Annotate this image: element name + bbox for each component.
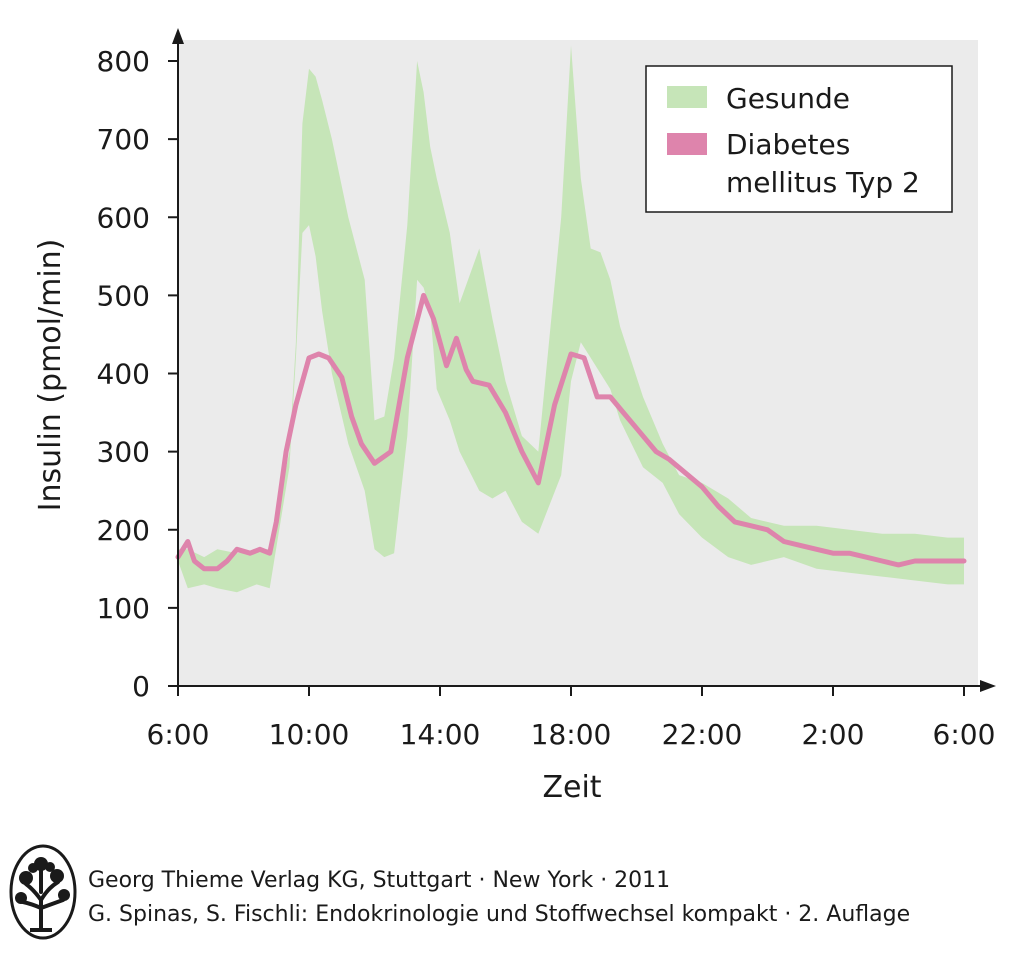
y-tick-label: 800 bbox=[97, 45, 150, 78]
legend-swatch-gesunde bbox=[667, 86, 707, 108]
y-tick-label: 0 bbox=[132, 670, 150, 703]
x-axis-arrow bbox=[980, 680, 996, 692]
y-tick-label: 600 bbox=[97, 201, 150, 234]
x-tick-label: 10:00 bbox=[269, 718, 350, 751]
legend-swatch-diabetes bbox=[667, 133, 707, 155]
y-tick-label: 200 bbox=[97, 514, 150, 547]
insulin-chart: 0 100 200 300 400 500 600 700 800 6:00 10:00 14:00 1… bbox=[33, 28, 996, 805]
x-tick-label: 6:00 bbox=[147, 718, 210, 751]
x-tick-label: 18:00 bbox=[531, 718, 612, 751]
x-tick-label: 22:00 bbox=[662, 718, 743, 751]
tree-logo-icon bbox=[9, 844, 77, 940]
credit-publisher-line: Georg Thieme Verlag KG, Stuttgart · New … bbox=[88, 868, 671, 893]
legend-label-gesunde: Gesunde bbox=[726, 82, 850, 115]
y-tick-label: 700 bbox=[97, 123, 150, 156]
x-axis-label: Zeit bbox=[542, 770, 601, 805]
x-tick-label: 14:00 bbox=[400, 718, 481, 751]
y-axis-arrow bbox=[172, 28, 184, 44]
publisher-credit: Georg Thieme Verlag KG, Stuttgart · New … bbox=[0, 838, 1024, 948]
credit-book-line: G. Spinas, S. Fischli: Endokrinologie un… bbox=[88, 902, 911, 927]
y-tick-label: 500 bbox=[97, 279, 150, 312]
y-axis-label: Insulin (pmol/min) bbox=[33, 239, 68, 512]
series-gesunde-band bbox=[178, 45, 964, 593]
series-diabetes-line bbox=[175, 292, 967, 572]
legend-label-diabetes: Diabetes mellitus Typ 2 bbox=[726, 128, 920, 199]
x-tick-label: 2:00 bbox=[802, 718, 865, 751]
y-tick-label: 100 bbox=[97, 592, 150, 625]
x-tick-label: 6:00 bbox=[933, 718, 996, 751]
y-tick-label: 300 bbox=[97, 436, 150, 469]
y-tick-label: 400 bbox=[97, 358, 150, 391]
